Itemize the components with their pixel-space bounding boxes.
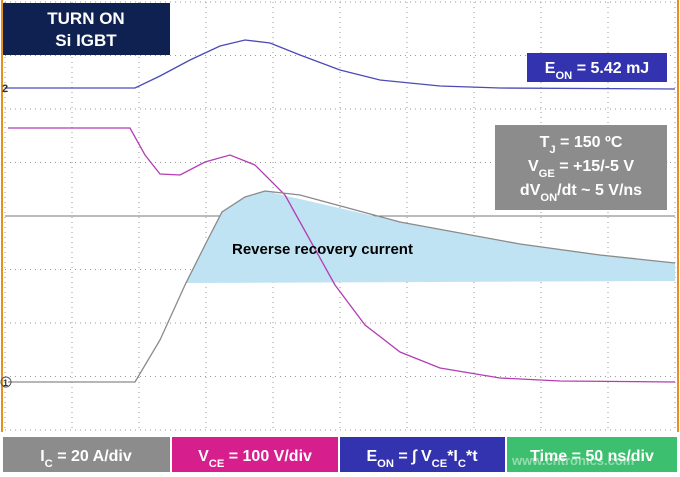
label-part: V [528, 158, 539, 175]
scale-label: Time = 50 ns/div [530, 448, 654, 465]
subscript: ON [540, 192, 557, 204]
subscript: ON [377, 458, 394, 470]
subscript: CE [209, 458, 225, 470]
annotation: Reverse recovery current [232, 241, 413, 258]
subscript: ON [555, 70, 572, 82]
label-part: = 20 A/div [53, 448, 132, 465]
label-part: = 150 ºC [556, 134, 623, 151]
label-part: *t [466, 448, 478, 465]
conditions-box [495, 125, 667, 210]
scale-label: VCE = 100 V/div [198, 448, 312, 470]
voltage-trace [8, 127, 676, 383]
recovery-area [185, 191, 675, 283]
energy-label: EON = 5.42 mJ [545, 60, 649, 82]
subscript: GE [539, 168, 556, 180]
current-trace [8, 190, 676, 383]
scale-box [172, 437, 338, 472]
title-line: TURN ON [47, 9, 124, 28]
label-part: T [540, 134, 550, 151]
subscript: C [45, 458, 53, 470]
channel-marker: 1 [3, 378, 8, 388]
channel-marker: 2 [2, 83, 8, 95]
label-part: = +15/-5 V [555, 158, 634, 175]
title-box [3, 3, 170, 55]
subscript: CE [432, 458, 448, 470]
label-part: /dt ~ 5 V/ns [557, 182, 642, 199]
scale-box [507, 437, 677, 472]
label-part: E [545, 60, 556, 77]
energy-trace [5, 39, 676, 90]
watermark: www.cntronics.com [511, 453, 634, 468]
scale-box [3, 437, 170, 472]
label-part: = 100 V/div [224, 448, 312, 465]
label-part: *I [447, 448, 458, 465]
label-part: Time = 50 ns/div [530, 448, 654, 465]
energy-box [527, 53, 667, 82]
condition-line: VGE = +15/-5 V [528, 158, 634, 180]
label-part: dV [520, 182, 541, 199]
channel-marker-ring [0, 376, 12, 388]
label-part: E [366, 448, 377, 465]
title-line: Si IGBT [55, 31, 117, 50]
condition-line: dVON/dt ~ 5 V/ns [520, 182, 642, 204]
label-part: = ∫ V [394, 448, 432, 465]
scale-box [340, 437, 505, 472]
label-part: I [40, 448, 44, 465]
scale-label: EON = ∫ VCE*IC*t [366, 448, 478, 470]
label-part: = 5.42 mJ [572, 60, 649, 77]
condition-line: TJ = 150 ºC [540, 134, 623, 156]
label-part: V [198, 448, 209, 465]
subscript: J [549, 144, 555, 156]
subscript: C [458, 458, 466, 470]
scale-label: IC = 20 A/div [40, 448, 132, 470]
